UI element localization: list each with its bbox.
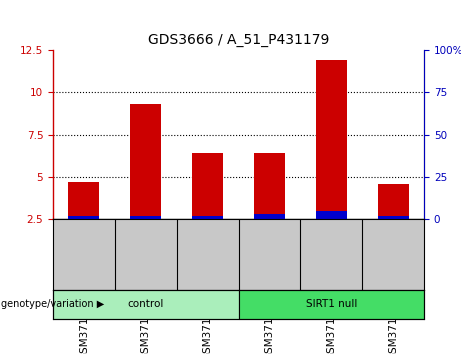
Text: control: control bbox=[128, 299, 164, 309]
Bar bbox=[316, 60, 347, 219]
Bar bbox=[378, 184, 408, 219]
Title: GDS3666 / A_51_P431179: GDS3666 / A_51_P431179 bbox=[148, 33, 329, 47]
Bar bbox=[192, 153, 223, 219]
Bar bbox=[69, 216, 100, 219]
Text: SIRT1 null: SIRT1 null bbox=[306, 299, 357, 309]
Bar bbox=[69, 182, 100, 219]
Bar bbox=[130, 104, 161, 219]
Bar bbox=[192, 216, 223, 219]
Bar bbox=[254, 215, 285, 219]
Text: genotype/variation ▶: genotype/variation ▶ bbox=[1, 299, 104, 309]
Bar bbox=[239, 290, 424, 319]
Bar bbox=[378, 216, 408, 219]
Bar bbox=[130, 216, 161, 219]
Bar bbox=[53, 290, 239, 319]
Bar bbox=[316, 211, 347, 219]
Bar bbox=[254, 153, 285, 219]
